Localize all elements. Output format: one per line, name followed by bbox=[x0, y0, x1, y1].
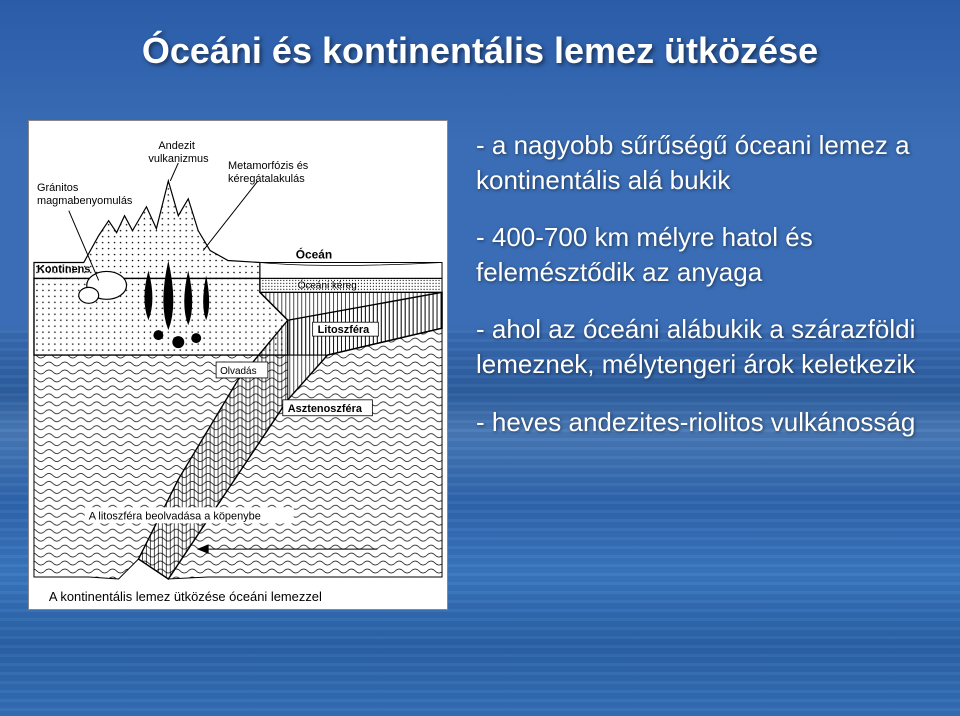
label-andezit-2: vulkanizmus bbox=[148, 153, 209, 165]
label-litoszfera: Litoszféra bbox=[318, 324, 371, 336]
diagram-figure: Gránitos magmabenyomulás Andezit vulkani… bbox=[28, 120, 448, 610]
bullet-1: - a nagyobb sűrűségű óceani lemez a kont… bbox=[476, 128, 926, 198]
bullet-2: - 400-700 km mélyre hatol és felemésztőd… bbox=[476, 220, 926, 290]
label-andezit-1: Andezit bbox=[158, 140, 194, 152]
label-olvadas: Olvadás bbox=[220, 366, 256, 377]
label-metamorf-1: Metamorfózis és bbox=[228, 160, 309, 172]
label-asztenoszfera: Asztenoszféra bbox=[288, 403, 363, 415]
diagram-svg: Gránitos magmabenyomulás Andezit vulkani… bbox=[29, 121, 447, 609]
continental-lithosphere bbox=[34, 278, 288, 355]
slide: Óceáni és kontinentális lemez ütközése bbox=[0, 0, 960, 716]
label-metamorf-2: kéregátalakulás bbox=[228, 173, 305, 185]
figure-caption: A kontinentális lemez ütközése óceáni le… bbox=[49, 589, 322, 604]
label-ocean: Óceán bbox=[296, 247, 333, 262]
label-kontinens: Kontinens bbox=[37, 263, 90, 275]
bullet-4: - heves andezites-riolitos vulkánosság bbox=[476, 405, 926, 440]
label-granit-2: magmabenyomulás bbox=[37, 195, 133, 207]
label-granit-1: Gránitos bbox=[37, 182, 79, 194]
label-oceani-kereg: Óceáni kéreg bbox=[298, 280, 357, 291]
slide-title: Óceáni és kontinentális lemez ütközése bbox=[0, 30, 960, 72]
label-beolvadas: A litoszféra beolvadása a köpenybe bbox=[89, 510, 261, 522]
ocean-surface bbox=[260, 262, 442, 278]
bullet-list: - a nagyobb sűrűségű óceani lemez a kont… bbox=[476, 128, 926, 462]
bullet-3: - ahol az óceáni alábukik a szárazföldi … bbox=[476, 312, 926, 382]
